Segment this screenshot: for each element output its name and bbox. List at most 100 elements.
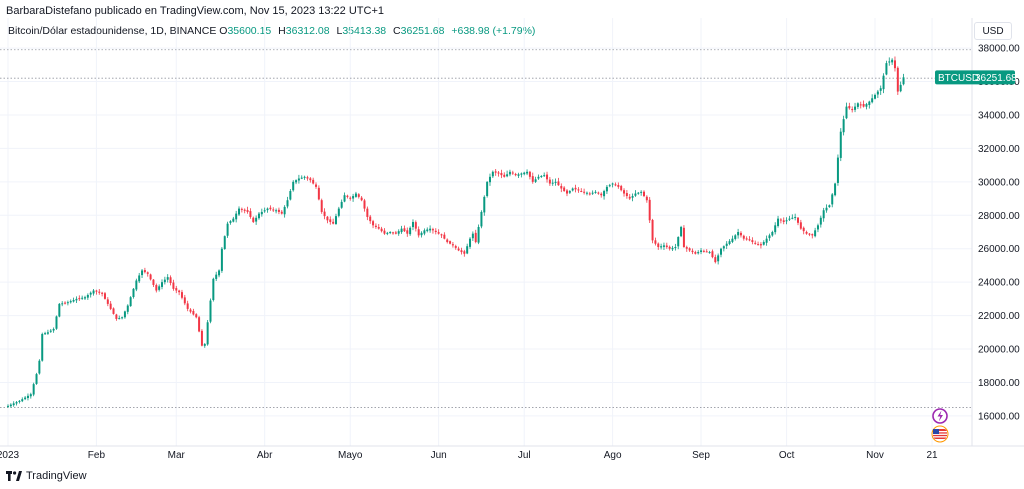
candle-body (129, 297, 132, 307)
candle-body (238, 208, 241, 215)
candle-body (41, 333, 44, 361)
candle-body (608, 185, 611, 187)
candle-body (21, 399, 24, 402)
candle-body (320, 200, 323, 212)
candle-body (332, 221, 335, 224)
candle-body (337, 208, 340, 216)
us-flag-event-icon[interactable] (931, 425, 949, 443)
candle-body (7, 405, 9, 407)
candle-body (121, 317, 124, 319)
candle-body (175, 288, 178, 291)
candle-body (295, 180, 298, 183)
close-label: C (393, 25, 401, 37)
candle-body (631, 196, 634, 198)
candle-body (329, 219, 332, 222)
candle-body (691, 250, 694, 253)
candle-body (660, 246, 663, 248)
candle-body (531, 176, 534, 182)
price-tick-label: 20000.00 (978, 345, 1020, 356)
open-value: 35600.15 (227, 25, 272, 37)
candle-body (859, 104, 862, 106)
candle-body (486, 181, 489, 196)
candle-body (55, 316, 58, 329)
candle-body (814, 230, 817, 237)
candle-body (697, 252, 700, 254)
candle-body (617, 185, 620, 187)
symbol-name[interactable]: Bitcoin/Dólar estadounidense, 1D, BINANC… (8, 25, 217, 37)
candle-body (72, 299, 75, 302)
candle-body (126, 305, 129, 312)
candle-body (848, 106, 851, 109)
candle-body (266, 208, 269, 211)
candle-body (283, 206, 286, 215)
candle-body (426, 229, 429, 232)
candle-body (223, 236, 226, 250)
candle-body (557, 181, 560, 186)
candle-body (491, 171, 494, 177)
candle-body (896, 67, 899, 92)
candles (7, 56, 905, 408)
publish-caption: BarbaraDistefano publicado en TradingVie… (6, 5, 385, 17)
candle-body (842, 119, 845, 133)
open-label: O (219, 25, 228, 37)
candle-body (414, 222, 417, 229)
candle-body (269, 207, 272, 210)
high-value: 36312.08 (285, 25, 330, 37)
candle-body (198, 317, 201, 332)
candle-body (340, 201, 343, 208)
candle-body (862, 104, 865, 107)
candle-body (369, 216, 372, 222)
candle-body (106, 299, 109, 304)
lightning-event-icon[interactable] (932, 408, 948, 424)
candle-body (565, 190, 568, 194)
candle-body (180, 292, 183, 298)
candle-body (357, 194, 360, 197)
candle-body (420, 232, 423, 236)
currency-button[interactable]: USD (974, 22, 1012, 40)
candle-body (437, 232, 440, 234)
candle-body (434, 230, 437, 232)
candle-body (748, 239, 751, 241)
candle-body (32, 384, 35, 395)
candle-body (625, 193, 628, 197)
footer-brand[interactable]: TradingView (6, 470, 87, 482)
time-axis[interactable]: 2023 Feb Mar Abr Mayo Jun Jul Ago Sep Oct Nov 21 (0, 450, 938, 461)
candle-body (777, 218, 780, 226)
price-tag-background (935, 70, 1015, 85)
candle-body (443, 234, 446, 239)
time-tick-label: Nov (866, 450, 884, 461)
candle-body (451, 244, 454, 246)
candle-body (9, 404, 12, 407)
candle-body (688, 248, 691, 251)
candle-body (206, 322, 209, 345)
candle-body (252, 217, 255, 222)
candle-body (526, 171, 529, 174)
candle-body (89, 292, 92, 295)
price-axis[interactable]: 16000.00 18000.00 20000.00 22000.00 24000.00… (978, 44, 1020, 423)
candle-body (648, 199, 651, 221)
candle-body (874, 94, 877, 99)
candle-body (537, 176, 540, 179)
candle-body (52, 328, 55, 331)
candle-body (811, 234, 814, 236)
time-tick-label: Feb (88, 450, 106, 461)
candle-body (854, 106, 857, 110)
candle-body (642, 191, 645, 197)
candle-body (98, 291, 101, 293)
candle-body (528, 171, 531, 177)
candle-body (315, 184, 318, 187)
candle-body (645, 196, 648, 201)
candle-body (611, 183, 614, 185)
candle-body (343, 195, 346, 202)
candle-body (708, 252, 711, 254)
candle-body (334, 216, 337, 224)
candle-body (220, 248, 223, 271)
time-tick-label: Mayo (338, 450, 363, 461)
price-tick-label: 18000.00 (978, 378, 1020, 389)
candle-body (540, 175, 543, 177)
candle-body (628, 196, 631, 199)
candle-body (103, 293, 106, 299)
price-tick-label: 32000.00 (978, 144, 1020, 155)
candle-body (805, 231, 808, 234)
